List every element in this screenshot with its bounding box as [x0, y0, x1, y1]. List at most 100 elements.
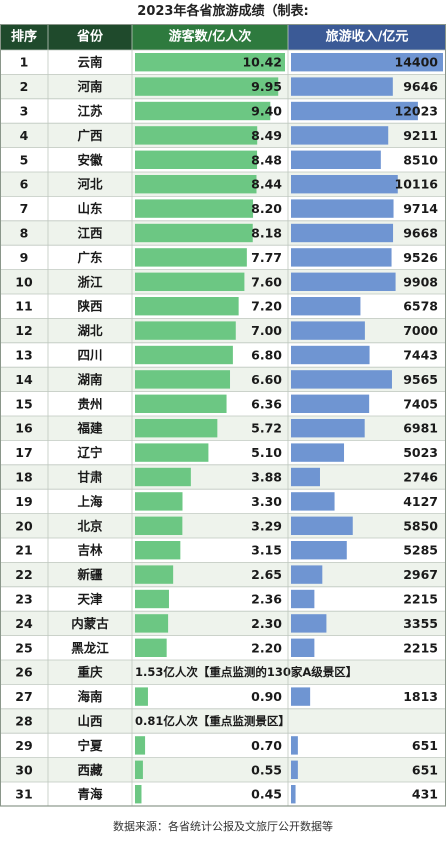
visitors-value: 2.30 — [251, 616, 282, 631]
province-cell: 浙江 — [77, 274, 103, 289]
revenue-value: 6578 — [403, 299, 438, 314]
visitors-bar — [135, 223, 253, 243]
column-header-bg — [0, 24, 48, 50]
visitors-bar — [135, 248, 247, 267]
rank-cell: 4 — [20, 128, 29, 143]
visitors-value: 7.20 — [251, 299, 282, 314]
visitors-bar — [135, 101, 271, 121]
visitors-value: 3.30 — [251, 494, 282, 509]
visitors-value: 2.65 — [251, 567, 282, 582]
visitors-bar — [135, 687, 148, 706]
province-cell: 贵州 — [77, 396, 102, 411]
rank-cell: 6 — [20, 177, 29, 192]
revenue-value: 6981 — [403, 421, 438, 436]
revenue-bar — [291, 516, 353, 535]
revenue-value: 651 — [412, 738, 438, 753]
revenue-value: 12023 — [395, 104, 439, 119]
rank-cell: 1 — [20, 55, 29, 70]
rank-cell: 9 — [20, 250, 29, 265]
revenue-bar — [291, 565, 323, 584]
province-cell: 云南 — [77, 55, 103, 70]
rank-cell: 20 — [15, 518, 33, 533]
revenue-value: 651 — [412, 762, 438, 777]
visitors-bar — [135, 516, 183, 535]
revenue-value: 5285 — [403, 543, 438, 558]
table-row — [0, 538, 446, 563]
rank-cell: 19 — [15, 494, 32, 509]
visitors-value: 9.40 — [251, 104, 282, 119]
visitors-bar — [135, 394, 227, 413]
rank-cell: 30 — [15, 762, 33, 777]
visitors-value: 7.00 — [251, 323, 282, 338]
visitors-bar — [135, 785, 142, 804]
province-cell: 辽宁 — [77, 445, 102, 460]
province-cell: 内蒙古 — [71, 616, 109, 631]
rank-cell: 3 — [20, 104, 29, 119]
visitors-value: 10.42 — [242, 55, 282, 70]
revenue-bar — [291, 297, 361, 316]
rank-cell: 8 — [20, 226, 29, 241]
revenue-value: 2746 — [403, 470, 438, 485]
row-note: 1.53亿人次【重点监测的130家A级景区】 — [135, 665, 357, 679]
province-cell: 广东 — [77, 250, 103, 265]
table-row — [0, 660, 446, 685]
table-row — [0, 611, 446, 636]
revenue-value: 7443 — [403, 348, 438, 363]
rank-cell: 27 — [15, 689, 32, 704]
revenue-value: 1813 — [403, 689, 438, 704]
province-cell: 甘肃 — [77, 470, 103, 485]
visitors-value: 0.90 — [251, 689, 282, 704]
table-row — [0, 489, 446, 514]
revenue-bar — [291, 370, 392, 389]
table-row — [0, 440, 446, 465]
revenue-bar — [291, 638, 315, 657]
visitors-bar — [135, 345, 233, 365]
visitors-value: 6.80 — [251, 348, 282, 363]
column-header: 旅游收入/亿元 — [326, 29, 409, 45]
rank-cell: 16 — [15, 421, 33, 436]
revenue-value: 7000 — [403, 323, 438, 338]
revenue-value: 9908 — [403, 274, 438, 289]
revenue-bar — [291, 589, 315, 609]
visitors-value: 0.55 — [251, 762, 282, 777]
visitors-value: 5.72 — [251, 421, 282, 436]
province-cell: 北京 — [77, 518, 103, 533]
visitors-value: 8.48 — [251, 152, 282, 167]
revenue-value: 14400 — [395, 55, 439, 70]
visitors-value: 3.88 — [251, 470, 282, 485]
revenue-value: 9526 — [403, 250, 438, 265]
revenue-value: 2967 — [403, 567, 438, 582]
rank-cell: 21 — [15, 543, 32, 558]
revenue-bar — [291, 199, 394, 218]
province-cell: 陕西 — [77, 299, 102, 314]
province-cell: 江西 — [77, 226, 102, 241]
rank-cell: 28 — [15, 714, 32, 729]
province-cell: 河北 — [77, 177, 103, 192]
revenue-value: 9714 — [403, 201, 438, 216]
rank-cell: 13 — [15, 348, 32, 363]
province-cell: 西藏 — [77, 762, 103, 777]
visitors-bar — [135, 760, 143, 779]
revenue-value: 7405 — [403, 396, 438, 411]
visitors-bar — [135, 370, 231, 389]
province-cell: 福建 — [76, 421, 103, 436]
visitors-value: 2.36 — [251, 592, 282, 607]
data-source-note: 数据来源：各省统计公报及文旅厅公开数据等 — [113, 820, 333, 833]
visitors-bar — [135, 272, 245, 291]
revenue-bar — [291, 736, 298, 755]
visitors-value: 6.36 — [251, 396, 282, 411]
revenue-bar — [291, 272, 396, 291]
table-row — [0, 513, 446, 538]
revenue-value: 9565 — [403, 372, 438, 387]
visitors-bar — [135, 77, 279, 96]
visitors-value: 8.18 — [251, 226, 282, 241]
rank-cell: 17 — [15, 445, 32, 460]
visitors-value: 3.29 — [251, 518, 282, 533]
visitors-value: 6.60 — [251, 372, 282, 387]
province-cell: 上海 — [77, 494, 103, 509]
revenue-value: 3355 — [403, 616, 438, 631]
table-row — [0, 635, 446, 660]
table-title: 2023年各省旅游成绩（制表: — [137, 4, 309, 19]
table-row — [0, 464, 446, 490]
